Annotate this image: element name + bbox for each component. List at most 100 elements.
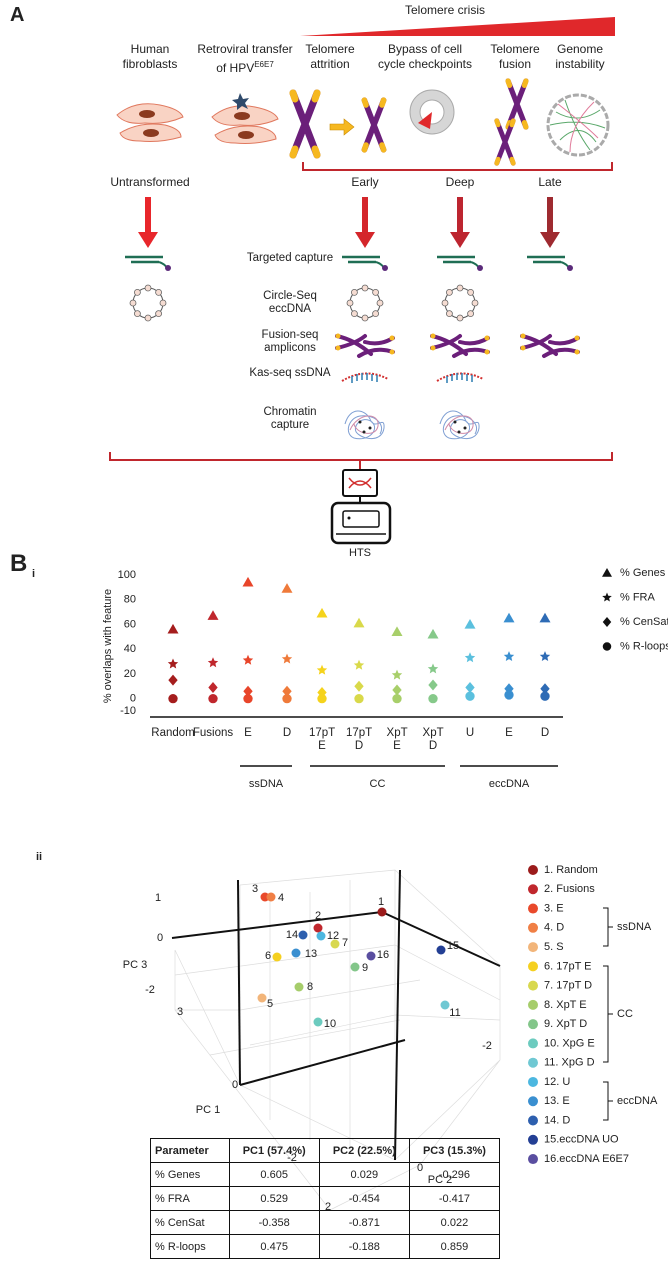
group-label: ssDNA [249,778,284,790]
x-tick-label: 17pT E [308,727,336,752]
legend-marker [528,1057,538,1068]
marker-diamond [540,683,550,695]
graphic [525,255,575,272]
table-body: % Genes 0.605 0.029 -0.296% FRA 0.529 -0.454-… [150,1162,501,1259]
graphic [435,255,485,272]
pca-point [272,952,282,962]
x-tick-label: 17pT D [345,727,373,752]
step-label: Retroviral transfer of HPVE6E7 [195,42,295,76]
legend-label: % R-loops [620,640,668,652]
marker-star [391,669,403,680]
panel-label: A [10,4,25,26]
x-tick-label: D [282,727,292,739]
point-label: 5 [267,998,273,1010]
marker-triangle [242,576,254,587]
legend-label: 1. Random [544,864,598,876]
marker-triangle [464,618,476,629]
axis-tick-label: 0 [157,932,163,944]
legend-marker [528,999,538,1010]
graphic [497,121,513,164]
header-cell: PC3 (15.3%) [408,1138,501,1163]
pca-point [366,951,376,961]
pca-point [316,931,326,941]
legend-marker [528,1038,538,1049]
graphic [450,232,470,248]
pca-point [350,962,360,972]
pca-point [330,939,340,949]
table-row: % CenSat -0.358 -0.871 0.022 [150,1210,501,1235]
table-cell: 0.029 [318,1162,410,1187]
y-tick-label: 20 [124,668,136,680]
graphic [239,1039,406,1086]
pca-point [294,982,304,992]
graphic [457,197,463,233]
panel-label: B [10,550,28,577]
assay-label: Chromatin capture [263,406,317,431]
legend-label: 16.eccDNA E6E7 [544,1153,629,1165]
header-cell: Parameter [150,1138,230,1163]
marker-star [281,653,293,664]
marker-star [539,651,551,661]
graphic [540,232,560,248]
y-tick-label: 40 [124,643,136,655]
table-row: % Genes 0.605 0.029 -0.296 [150,1162,501,1187]
legend-label: 15.eccDNA UO [544,1134,619,1146]
loadings-table: Parameter PC1 (57.4%) PC2 (22.5%) PC3 (15.3… [150,1138,501,1259]
marker-diamond [243,685,253,697]
marker-triangle [391,626,403,636]
marker-circle [540,691,550,701]
group-bracket [603,1081,613,1121]
table-cell: -0.296 [408,1162,501,1187]
graphic [547,197,553,233]
table-row: % FRA 0.529 -0.454 -0.417 [150,1186,501,1211]
point-label: 1 [378,896,384,908]
point-label: 14 [286,929,298,941]
marker-star [207,657,219,668]
legend-marker [528,980,538,991]
stage-label: Deep [445,175,475,189]
graphic [116,103,184,142]
graphic [129,284,167,322]
legend-label: % CenSat [620,616,668,628]
header-label: Telomere crisis [404,3,485,17]
step-text: Bypass of cell cycle checkpoints [377,42,473,71]
stage-label: Late [538,175,562,189]
table-cell: -0.454 [318,1186,410,1211]
marker-diamond [282,685,292,697]
point-label: 4 [278,892,284,904]
subpanel-label: ii [36,851,43,863]
x-tick-label: XpT D [422,727,444,752]
group-label: eccDNA [617,1095,658,1107]
graphic [394,869,401,1161]
pca-point [377,907,387,917]
legend-label: 6. 17pT E [544,960,592,972]
legend-marker [528,922,538,933]
graphic [549,99,606,151]
graphic [347,516,351,520]
y-tick-label: 60 [124,618,136,630]
marker-circle [504,690,514,700]
point-label: 15 [447,940,459,952]
marker-diamond [602,617,612,627]
table-cell: -0.417 [408,1186,501,1211]
step-label: Bypass of cell cycle checkpoints [375,42,475,72]
marker-triangle [503,612,515,623]
pca-point [298,930,308,940]
subpanel-label: i [32,568,36,580]
legend-marker [528,884,538,895]
legend-label: 4. D [544,922,564,934]
y-tick-label: 100 [118,569,136,581]
table-row: % R-loops 0.475 -0.188 0.859 [150,1234,501,1259]
marker-star [602,592,612,602]
point-label: 10 [324,1018,336,1030]
axis-tick-label: -2 [482,1040,492,1052]
x-tick-label: U [465,727,475,739]
step-text: Genome instability [555,42,605,71]
marker-circle [243,693,253,704]
x-tick-label: E [505,727,513,739]
step-label: Human fibroblasts [110,42,190,72]
group-label: eccDNA [489,778,530,790]
stage-label: Untransformed [110,175,190,189]
table-header: Parameter PC1 (57.4%) PC2 (22.5%) PC3 (15.3… [150,1138,501,1163]
marker-diamond [354,680,364,692]
